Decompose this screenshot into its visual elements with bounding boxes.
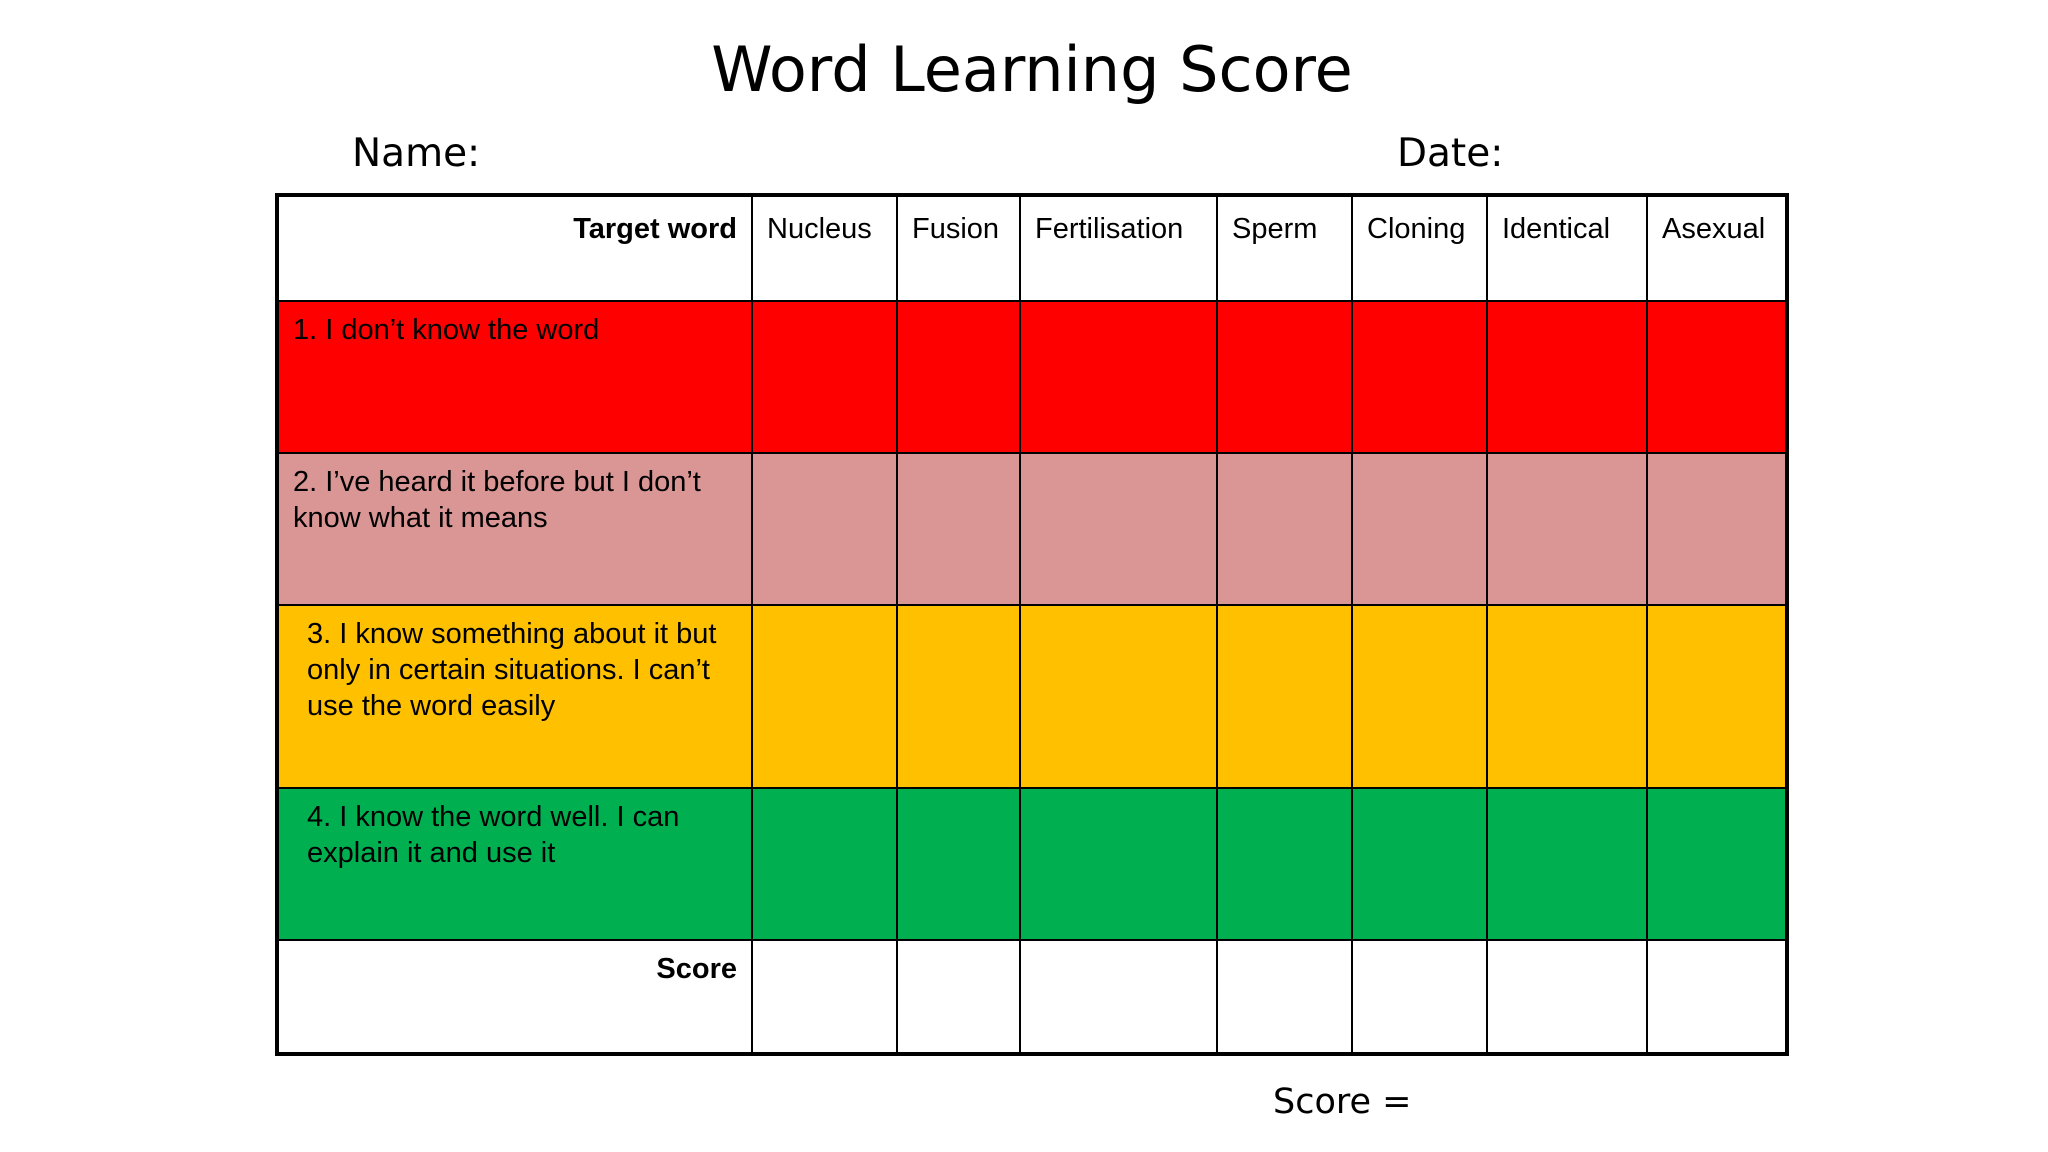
page-title: Word Learning Score [711,33,1353,106]
score-cell[interactable] [751,939,898,1055]
score-cell[interactable] [1351,939,1488,1055]
rating-cell[interactable] [1486,300,1648,454]
rating-cell[interactable] [1019,300,1218,454]
score-row: Score [276,939,1788,1055]
score-cell[interactable] [1486,939,1648,1055]
rating-cell[interactable] [1486,604,1648,789]
score-cell[interactable] [1019,939,1218,1055]
word-header-sperm: Sperm [1216,194,1353,302]
level-row-1: 1. I don’t know the word [276,300,1788,454]
rating-cell[interactable] [1646,300,1788,454]
score-row-label: Score [276,939,753,1055]
rating-cell[interactable] [1216,787,1353,941]
rating-cell[interactable] [896,604,1021,789]
word-learning-table: Target word Nucleus Fusion Fertilisation… [275,193,1789,1056]
rating-cell[interactable] [896,300,1021,454]
score-cell[interactable] [1216,939,1353,1055]
rating-cell[interactable] [1019,787,1218,941]
word-header-fertilisation: Fertilisation [1019,194,1218,302]
rating-cell[interactable] [751,787,898,941]
score-total-label: Score = [1273,1082,1412,1122]
level-label-2: 2. I’ve heard it before but I don’t know… [276,452,753,606]
name-label: Name: [352,131,481,176]
rating-cell[interactable] [1486,787,1648,941]
rating-cell[interactable] [751,452,898,606]
rating-cell[interactable] [1019,452,1218,606]
level-row-3: 3. I know something about it but only in… [276,604,1788,789]
rating-cell[interactable] [1216,604,1353,789]
rating-cell[interactable] [1646,787,1788,941]
word-header-fusion: Fusion [896,194,1021,302]
word-header-nucleus: Nucleus [751,194,898,302]
rating-cell[interactable] [1351,604,1488,789]
rating-cell[interactable] [896,452,1021,606]
level-label-1: 1. I don’t know the word [276,300,753,454]
rating-cell[interactable] [1646,452,1788,606]
rating-cell[interactable] [1351,300,1488,454]
score-cell[interactable] [1646,939,1788,1055]
rating-cell[interactable] [1646,604,1788,789]
rating-cell[interactable] [896,787,1021,941]
word-header-asexual: Asexual [1646,194,1788,302]
level-label-3: 3. I know something about it but only in… [276,604,753,789]
header-row: Target word Nucleus Fusion Fertilisation… [276,194,1788,302]
rating-cell[interactable] [751,604,898,789]
rating-cell[interactable] [1216,452,1353,606]
rating-cell[interactable] [1351,787,1488,941]
level-row-2: 2. I’ve heard it before but I don’t know… [276,452,1788,606]
score-cell[interactable] [896,939,1021,1055]
level-label-4: 4. I know the word well. I can explain i… [276,787,753,941]
rating-cell[interactable] [1486,452,1648,606]
rating-cell[interactable] [751,300,898,454]
date-label: Date: [1397,131,1504,176]
rating-cell[interactable] [1019,604,1218,789]
rating-cell[interactable] [1216,300,1353,454]
target-word-label: Target word [276,194,753,302]
rating-cell[interactable] [1351,452,1488,606]
word-header-cloning: Cloning [1351,194,1488,302]
level-row-4: 4. I know the word well. I can explain i… [276,787,1788,941]
word-header-identical: Identical [1486,194,1648,302]
